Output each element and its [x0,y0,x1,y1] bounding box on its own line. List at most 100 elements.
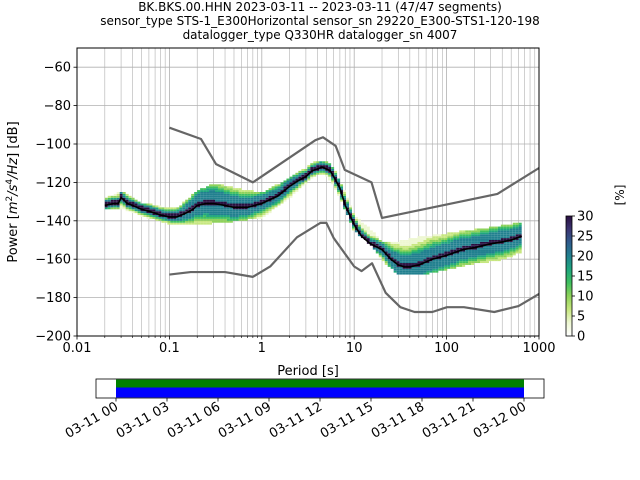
pdf-cell [185,207,189,210]
pdf-cell [182,222,186,225]
pdf-cell [238,192,242,194]
pdf-cell [414,253,418,256]
pdf-cell [512,241,516,244]
colorbar-bar [565,215,573,337]
pdf-cell [357,230,361,233]
pdf-cell [247,209,251,212]
pdf-cell [197,215,201,217]
pdf-cell [441,264,445,267]
pdf-cell [438,240,442,242]
pdf-cell [265,203,269,206]
pdf-cell [453,264,457,267]
pdf-cell [438,255,442,258]
pdf-cell [411,268,415,271]
pdf-cell [286,188,290,191]
pdf-cell [170,215,174,217]
pdf-cell [506,245,510,248]
pdf-cell [399,251,403,254]
pdf-cell [206,211,210,214]
pdf-cell [387,261,391,264]
pdf-cell [360,228,364,231]
pdf-cell [480,230,484,233]
pdf-cell [134,209,138,212]
pdf-cell [200,205,204,208]
pdf-cell [274,190,278,192]
pdf-cell [110,201,114,204]
coverage-tick-label: 03-11 00 [63,399,121,441]
pdf-cell [223,193,227,196]
coverage-tick-label: 03-11 12 [267,399,325,441]
pdf-cell [322,172,326,175]
pdf-cell [298,184,302,187]
pdf-cell [500,245,504,248]
pdf-cell [238,190,242,192]
pdf-cell [194,193,198,196]
pdf-cell [390,249,394,252]
pdf-cell [298,170,302,173]
pdf-cell [432,249,436,252]
pdf-cell [146,213,150,216]
pdf-cell [459,264,463,267]
pdf-cell [432,255,436,258]
pdf-cell [432,243,436,246]
pdf-cell [200,207,204,210]
pdf-cell [203,222,207,225]
pdf-cell [116,199,120,202]
colorbar-label: [%] [613,185,627,206]
pdf-cell [235,215,239,217]
pdf-cell [462,253,466,256]
pdf-cell [384,257,388,260]
pdf-cell [322,170,326,173]
pdf-cell [146,207,150,210]
pdf-cell [399,253,403,256]
pdf-cell [468,245,472,248]
pdf-cell [491,255,495,258]
pdf-cell [220,218,224,221]
pdf-cell [441,241,445,244]
pdf-cell [474,259,478,262]
pdf-cell [402,249,406,252]
pdf-cell [250,197,254,200]
pdf-cell [420,255,424,258]
pdf-cell [423,266,427,269]
pdf-cell [426,240,430,242]
pdf-cell [396,264,400,267]
pdf-cell [384,247,388,250]
pdf-cell [331,168,335,171]
pdf-cell [471,243,475,246]
pdf-cell [280,201,284,204]
pdf-cell [140,215,144,217]
pdf-cell [143,211,147,214]
pdf-cell [319,161,323,164]
pdf-cell [375,247,379,250]
pdf-cell [161,213,165,216]
pdf-cell [110,205,114,208]
pdf-cell [217,197,221,200]
pdf-cell [131,197,135,200]
pdf-cell [226,186,230,189]
pdf-cell [226,215,230,217]
pdf-cell [435,259,439,262]
pdf-cell [283,182,287,185]
pdf-cell [465,251,469,254]
pdf-cell [503,226,507,229]
pdf-cell [209,195,213,198]
figure-title-line-2: sensor_type STS-1_E300Horizontal sensor_… [100,14,540,28]
pdf-cell [471,259,475,262]
pdf-cell [164,213,168,216]
pdf-cell [441,266,445,269]
pdf-cell [453,243,457,246]
pdf-cell [438,245,442,248]
pdf-cell [259,199,263,202]
pdf-cell [259,216,263,219]
pdf-cell [435,253,439,256]
pdf-cell [346,197,349,200]
pdf-cell [158,209,162,212]
pdf-cell [304,180,308,183]
pdf-cell [268,190,272,192]
pdf-cell [465,236,469,239]
pdf-cell [417,264,421,267]
pdf-cell [331,167,335,169]
pdf-cell [229,218,233,221]
